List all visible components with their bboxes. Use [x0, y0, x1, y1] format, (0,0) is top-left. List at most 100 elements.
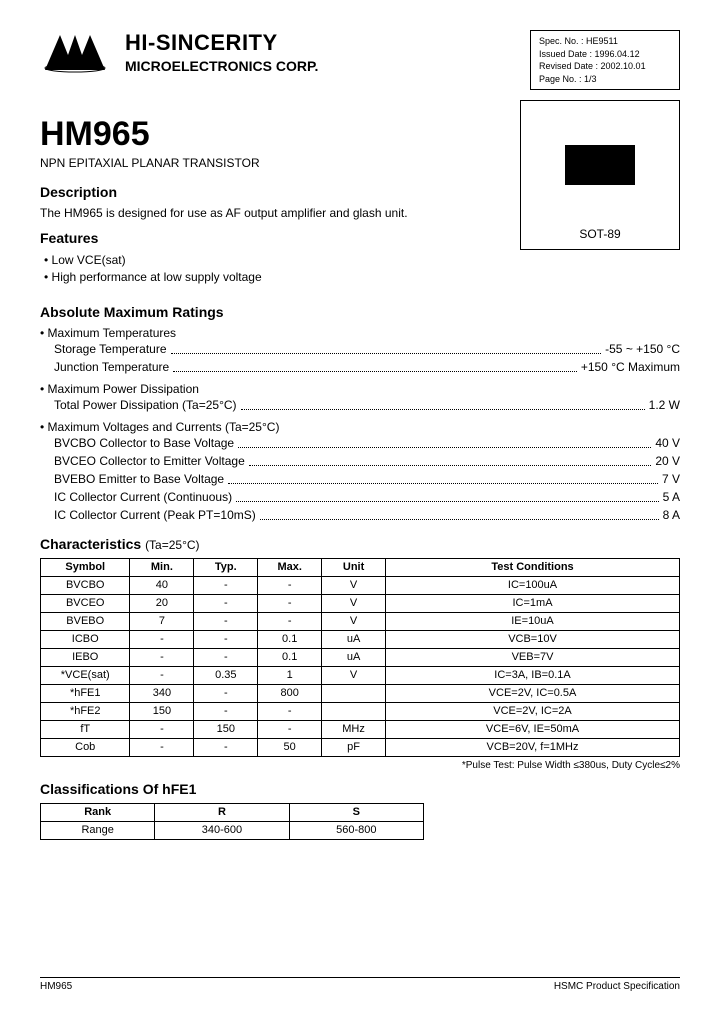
table-row: BVCEO20--VIC=1mA [41, 594, 680, 612]
table-cell: V [322, 576, 386, 594]
ratings-group: Maximum TemperaturesStorage Temperature -… [40, 326, 680, 376]
hfe-heading: Classifications Of hFE1 [40, 781, 680, 797]
table-cell: 1 [258, 666, 322, 684]
table-cell: 7 [130, 612, 194, 630]
table-cell: - [194, 594, 258, 612]
table-cell: - [130, 720, 194, 738]
footer: HM965 HSMC Product Specification [40, 977, 680, 992]
company-name: HI-SINCERITY [125, 30, 530, 56]
header: HI-SINCERITY MICROELECTRONICS CORP. Spec… [40, 30, 680, 90]
company-subtitle: MICROELECTRONICS CORP. [125, 58, 530, 74]
table-cell: IC=1mA [386, 594, 680, 612]
table-header: Symbol [41, 558, 130, 576]
table-cell: - [194, 576, 258, 594]
table-cell: fT [41, 720, 130, 738]
table-cell: 150 [194, 720, 258, 738]
part-row: HM965 NPN EPITAXIAL PLANAR TRANSISTOR De… [40, 110, 680, 294]
table-header: Typ. [194, 558, 258, 576]
table-cell: *hFE1 [41, 684, 130, 702]
ratings-line: IC Collector Current (Continuous)5 A [54, 488, 680, 506]
ratings-value: 7 V [662, 470, 680, 488]
table-cell: - [130, 666, 194, 684]
ratings-group-title: Maximum Power Dissipation [40, 382, 680, 396]
table-header: S [289, 803, 423, 821]
table-cell: IC=3A, IB=0.1A [386, 666, 680, 684]
package-label: SOT-89 [579, 227, 620, 241]
ratings-group: Maximum Power DissipationTotal Power Dis… [40, 382, 680, 414]
features-list: Low VCE(sat) High performance at low sup… [44, 252, 520, 286]
table-cell: 0.35 [194, 666, 258, 684]
footer-left: HM965 [40, 981, 72, 992]
ratings-group: Maximum Voltages and Currents (Ta=25°C)B… [40, 420, 680, 524]
table-cell: 50 [258, 738, 322, 756]
table-cell: - [258, 612, 322, 630]
table-header: R [155, 803, 289, 821]
ratings-line: Total Power Dissipation (Ta=25°C)1.2 W [54, 396, 680, 414]
description-text: The HM965 is designed for use as AF outp… [40, 206, 520, 220]
ratings-label: IC Collector Current (Peak PT=10mS) [54, 506, 256, 524]
table-cell: Cob [41, 738, 130, 756]
table-row: fT-150-MHzVCE=6V, IE=50mA [41, 720, 680, 738]
char-heading-text: Characteristics [40, 536, 141, 552]
table-header: Min. [130, 558, 194, 576]
ratings-value: 40 V [655, 434, 680, 452]
ratings-value: -55 ~ +150 °C [605, 340, 680, 358]
table-row: *hFE2150--VCE=2V, IC=2A [41, 702, 680, 720]
table-cell: - [194, 612, 258, 630]
table-cell: - [194, 702, 258, 720]
table-cell: V [322, 612, 386, 630]
char-heading-cond: (Ta=25°C) [145, 538, 200, 552]
absmax-heading: Absolute Maximum Ratings [40, 304, 680, 320]
package-drawing [565, 145, 635, 185]
table-row: BVEBO7--VIE=10uA [41, 612, 680, 630]
features-heading: Features [40, 230, 520, 246]
table-cell: VCE=2V, IC=0.5A [386, 684, 680, 702]
table-cell: MHz [322, 720, 386, 738]
table-cell: - [258, 594, 322, 612]
table-cell: IEBO [41, 648, 130, 666]
ratings-line: IC Collector Current (Peak PT=10mS) 8 A [54, 506, 680, 524]
part-subtitle: NPN EPITAXIAL PLANAR TRANSISTOR [40, 156, 520, 170]
ratings-label: BVEBO Emitter to Base Voltage [54, 470, 224, 488]
table-cell: *hFE2 [41, 702, 130, 720]
part-left: HM965 NPN EPITAXIAL PLANAR TRANSISTOR De… [40, 110, 520, 294]
table-cell: - [130, 738, 194, 756]
table-cell: VCB=10V [386, 630, 680, 648]
table-cell: - [258, 720, 322, 738]
ratings-value: 8 A [663, 506, 680, 524]
feature-item: High performance at low supply voltage [44, 269, 520, 286]
doc-meta-box: Spec. No. : HE9511 Issued Date : 1996.04… [530, 30, 680, 90]
table-header: Unit [322, 558, 386, 576]
ratings-group-title: Maximum Temperatures [40, 326, 680, 340]
table-cell: V [322, 666, 386, 684]
characteristics-table: SymbolMin.Typ.Max.UnitTest ConditionsBVC… [40, 558, 680, 757]
table-row: *VCE(sat)-0.351VIC=3A, IB=0.1A [41, 666, 680, 684]
table-cell: BVCBO [41, 576, 130, 594]
table-cell: VCE=6V, IE=50mA [386, 720, 680, 738]
table-header: Max. [258, 558, 322, 576]
characteristics-heading: Characteristics (Ta=25°C) [40, 536, 680, 552]
ratings-value: 5 A [663, 488, 680, 506]
ratings-line: Junction Temperature +150 °C Maximum [54, 358, 680, 376]
table-row: Range340-600560-800 [41, 821, 424, 839]
table-cell: ICBO [41, 630, 130, 648]
table-cell: uA [322, 630, 386, 648]
table-cell [322, 702, 386, 720]
table-cell: BVEBO [41, 612, 130, 630]
pulse-test-note: *Pulse Test: Pulse Width ≤380us, Duty Cy… [40, 760, 680, 771]
table-cell: 340 [130, 684, 194, 702]
description-heading: Description [40, 184, 520, 200]
table-cell: VCB=20V, f=1MHz [386, 738, 680, 756]
table-cell: IC=100uA [386, 576, 680, 594]
table-cell: 340-600 [155, 821, 289, 839]
table-row: ICBO--0.1uAVCB=10V [41, 630, 680, 648]
table-cell: - [194, 684, 258, 702]
table-cell: VEB=7V [386, 648, 680, 666]
table-cell: - [130, 648, 194, 666]
table-cell: 560-800 [289, 821, 423, 839]
footer-right: HSMC Product Specification [554, 981, 680, 992]
ratings-value: +150 °C Maximum [581, 358, 680, 376]
ratings-line: BVEBO Emitter to Base Voltage 7 V [54, 470, 680, 488]
ratings-label: Storage Temperature [54, 340, 167, 358]
ratings-label: Junction Temperature [54, 358, 169, 376]
